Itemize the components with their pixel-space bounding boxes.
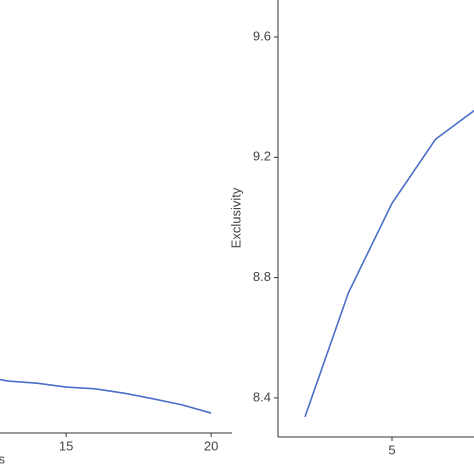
x-tick-label: 15 bbox=[59, 438, 73, 453]
line bbox=[0, 378, 212, 414]
y-axis-label: Exclusivity bbox=[228, 187, 243, 248]
y-tick-label: 9.6 bbox=[253, 28, 271, 43]
y-tick-label: 8.4 bbox=[253, 389, 271, 404]
x-tick-label: 20 bbox=[204, 438, 218, 453]
y-tick-label: 9.2 bbox=[253, 149, 271, 164]
y-tick-label: 8.8 bbox=[253, 269, 271, 284]
x-tick-label: 5 bbox=[388, 442, 395, 457]
x-axis-label: s bbox=[0, 451, 6, 466]
line bbox=[304, 109, 474, 418]
